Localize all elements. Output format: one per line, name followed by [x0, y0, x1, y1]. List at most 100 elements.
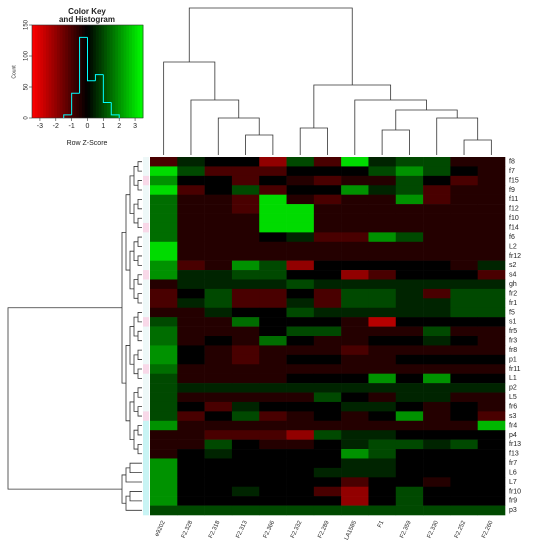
heat-cell	[150, 458, 178, 469]
row-dendrogram	[137, 217, 142, 229]
heat-cell	[177, 298, 205, 309]
heat-cell	[477, 458, 506, 469]
heat-cell	[177, 317, 205, 327]
heat-cell	[477, 317, 506, 327]
heat-cell	[423, 477, 451, 488]
heat-cell	[341, 467, 369, 478]
heat-cell	[313, 449, 342, 459]
heat-cell	[423, 364, 451, 374]
heat-cell	[259, 270, 287, 280]
heat-cell	[368, 392, 397, 403]
heat-cell	[177, 505, 205, 516]
heat-cell	[477, 204, 506, 214]
heat-cell	[259, 354, 287, 365]
heat-cell	[450, 175, 478, 186]
heat-cell	[477, 467, 506, 478]
heat-cell	[477, 364, 506, 374]
heat-cell	[423, 420, 451, 431]
column-label: F2.366	[263, 519, 277, 539]
heat-cell	[423, 307, 451, 318]
heat-cell	[150, 439, 178, 450]
heat-cell	[423, 194, 451, 205]
heat-cell	[231, 477, 260, 488]
column-dendrogram	[354, 99, 427, 155]
side-strip	[143, 364, 149, 374]
heat-cell	[341, 317, 369, 327]
heat-cell	[259, 364, 287, 374]
column-dendrogram	[245, 134, 274, 155]
row-dendrogram	[137, 406, 142, 417]
heat-cell	[313, 467, 342, 478]
heat-cell	[313, 307, 342, 318]
heat-cell	[313, 298, 342, 309]
heat-cell	[259, 298, 287, 309]
heat-cell	[177, 477, 205, 488]
heat-cell	[395, 449, 424, 459]
heat-cell	[368, 288, 397, 299]
column-label: F2.330	[427, 519, 441, 539]
heat-cell	[259, 204, 287, 214]
heat-cell	[368, 373, 397, 384]
heat-cell	[450, 401, 478, 412]
side-strip	[143, 241, 149, 252]
heat-cell	[477, 288, 506, 299]
heat-cell	[395, 336, 424, 346]
column-label: F2.332	[290, 519, 304, 539]
row-label: s1	[509, 319, 517, 326]
heat-cell	[450, 392, 478, 403]
heat-cell	[286, 307, 315, 318]
heat-cell	[150, 345, 178, 356]
heat-cell	[368, 307, 397, 318]
row-label: p2	[509, 385, 517, 392]
heat-cell	[450, 336, 478, 346]
side-strip	[143, 298, 149, 309]
heat-cell	[450, 326, 478, 337]
row-dendrogram	[137, 198, 142, 210]
heat-cell	[204, 336, 233, 346]
heat-cell	[395, 496, 424, 506]
heat-cell	[150, 430, 178, 440]
heat-cell	[450, 317, 478, 327]
heat-cell	[177, 486, 205, 497]
side-strip	[143, 270, 149, 280]
heat-cell	[368, 222, 397, 233]
heat-cell	[150, 251, 178, 261]
heat-cell	[423, 185, 451, 195]
heat-cell	[177, 364, 205, 374]
heat-cell	[286, 185, 315, 195]
heat-cell	[423, 345, 451, 356]
heat-cell	[395, 411, 424, 422]
heat-cell	[341, 439, 369, 450]
heat-cell	[177, 401, 205, 412]
heat-cell	[313, 251, 342, 261]
key-gradient	[84, 25, 88, 118]
heat-cell	[286, 373, 315, 384]
row-label: fr11	[509, 366, 521, 373]
heat-cell	[368, 166, 397, 177]
histogram-step	[102, 74, 112, 103]
key-gradient	[32, 25, 36, 118]
heat-cell	[177, 288, 205, 299]
heat-cell	[477, 194, 506, 205]
heat-cell	[368, 326, 397, 337]
heat-cell	[177, 175, 205, 186]
side-strip	[143, 194, 149, 205]
heat-cell	[368, 213, 397, 224]
key-gradient	[95, 25, 100, 118]
heat-cell	[341, 430, 369, 440]
side-strip	[143, 439, 149, 450]
heat-cell	[259, 232, 287, 243]
side-strip	[143, 251, 149, 261]
heat-cell	[177, 420, 205, 431]
heat-cell	[313, 373, 342, 384]
key-gradient	[90, 25, 94, 118]
heat-cell	[450, 194, 478, 205]
side-strip	[143, 213, 149, 224]
heat-cell	[450, 373, 478, 384]
heat-cell	[286, 477, 315, 488]
row-label: L7	[509, 479, 517, 486]
heat-cell	[341, 157, 369, 167]
side-strip	[143, 401, 149, 412]
row-label: fr9	[509, 498, 517, 505]
